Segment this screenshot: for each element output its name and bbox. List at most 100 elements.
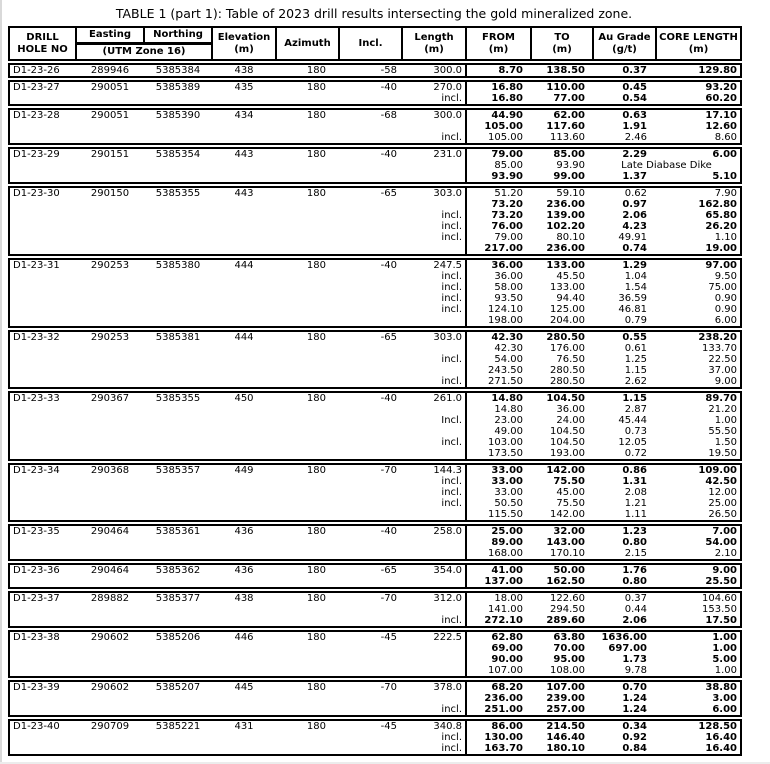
cell-core-length: 17.50 (705, 615, 737, 626)
cell-easting (76, 404, 144, 415)
cell-easting (76, 199, 144, 210)
interval-row: incl. 163.70 180.10 0.84 16.40 (9, 743, 741, 755)
cell-northing (144, 743, 212, 755)
cell-length: 247.5 (402, 259, 467, 271)
cell-incl (339, 210, 402, 221)
interval-row: incl. 271.50 280.50 2.62 9.00 (9, 376, 741, 388)
cell-hole-id (9, 654, 76, 665)
cell-from: 23.00 (494, 415, 523, 426)
cell-from: 243.50 (488, 365, 523, 376)
cell-interval-label (402, 365, 467, 376)
cell-easting: 289882 (90, 593, 130, 604)
cell-northing: 5385381 (155, 332, 201, 343)
cell-core-length: 7.00 (712, 526, 737, 537)
cell-azimuth (276, 509, 339, 521)
cell-to: 107.00 (546, 682, 585, 693)
cell-core-length: 65.80 (705, 210, 737, 221)
cell-easting (76, 121, 144, 132)
cell-northing (144, 615, 212, 627)
cell-hole-id (9, 498, 76, 509)
col-header-length: Length (m) (401, 26, 467, 61)
interval-row: 93.90 99.00 1.37 5.10 (9, 171, 741, 183)
cell-incl (339, 121, 402, 132)
cell-hole-id: D1-23-33 (13, 393, 60, 404)
cell-length: 303.0 (402, 331, 467, 343)
cell-interval-label (402, 509, 467, 521)
cell-hole-id (9, 160, 76, 171)
cell-azimuth (276, 121, 339, 132)
cell-incl: -65 (380, 565, 397, 576)
cell-elevation (212, 704, 276, 716)
cell-au-grade: 12.05 (618, 437, 647, 448)
cell-azimuth (276, 537, 339, 548)
cell-azimuth (276, 160, 339, 171)
cell-azimuth: 180 (306, 721, 326, 732)
cell-from: 105.00 (484, 121, 523, 132)
cell-elevation: 434 (234, 110, 254, 121)
cell-azimuth (276, 448, 339, 460)
cell-azimuth (276, 576, 339, 588)
interval-row: incl. 272.10 289.60 2.06 17.50 (9, 615, 741, 627)
hole-main-row: D1-23-29 290151 5385354 443 180 -40 231.0 79.00… (9, 148, 741, 160)
cell-from: 44.90 (491, 110, 523, 121)
cell-au-grade: 0.92 (622, 732, 647, 743)
cell-hole-id (9, 743, 76, 755)
cell-core-length: 6.00 (712, 704, 737, 715)
cell-to: 63.80 (553, 632, 585, 643)
cell-northing (144, 537, 212, 548)
drill-results-table: DRILL HOLE NO Easting Northing Elevation… (8, 26, 742, 756)
cell-interval-label: incl. (402, 210, 467, 221)
cell-hole-id (9, 199, 76, 210)
cell-incl (339, 365, 402, 376)
cell-core-length: 1.10 (714, 232, 737, 243)
cell-azimuth (276, 693, 339, 704)
cell-hole-id (9, 376, 76, 388)
cell-northing (144, 732, 212, 743)
cell-from: 42.30 (494, 343, 523, 354)
cell-interval-label (402, 643, 467, 654)
cell-core-length: 42.50 (705, 476, 737, 487)
cell-easting: 290368 (90, 465, 130, 476)
cell-from: 62.80 (491, 632, 523, 643)
cell-azimuth (276, 498, 339, 509)
cell-au-grade: 0.80 (622, 537, 647, 548)
cell-from: 69.00 (491, 643, 523, 654)
cell-hole-id: D1-23-37 (13, 593, 60, 604)
cell-au-grade: 46.81 (618, 304, 647, 315)
interval-row: incl. 130.00 146.40 0.92 16.40 (9, 732, 741, 743)
cell-easting (76, 509, 144, 521)
cell-to: 170.10 (550, 548, 585, 559)
cell-incl (339, 404, 402, 415)
cell-core-length: 19.50 (708, 448, 737, 459)
cell-to: 117.60 (546, 121, 585, 132)
cell-from: 93.90 (491, 171, 523, 182)
cell-elevation: 446 (234, 632, 254, 643)
cell-northing: 5385355 (155, 393, 201, 404)
cell-elevation (212, 343, 276, 354)
cell-to: 214.50 (546, 721, 585, 732)
cell-core-length: 109.00 (698, 465, 737, 476)
cell-incl (339, 93, 402, 105)
cell-azimuth: 180 (306, 110, 326, 121)
cell-easting (76, 693, 144, 704)
cell-elevation: 449 (234, 465, 254, 476)
cell-elevation (212, 498, 276, 509)
cell-interval-label: incl. (402, 743, 467, 755)
cell-azimuth (276, 243, 339, 255)
cell-incl: -65 (380, 188, 397, 199)
cell-from: 272.10 (484, 615, 523, 626)
cell-azimuth (276, 304, 339, 315)
cell-to: 75.50 (556, 498, 585, 509)
cell-interval-label: incl. (402, 437, 467, 448)
cell-elevation (212, 448, 276, 460)
cell-au-grade: 45.44 (618, 415, 647, 426)
cell-incl (339, 604, 402, 615)
cell-northing (144, 704, 212, 716)
cell-from: 50.50 (494, 498, 523, 509)
cell-au-grade: 0.70 (622, 682, 647, 693)
cell-easting (76, 160, 144, 171)
cell-au-grade: 2.87 (624, 404, 647, 415)
cell-interval-label: incl. (402, 132, 467, 144)
cell-northing (144, 354, 212, 365)
cell-easting (76, 665, 144, 677)
